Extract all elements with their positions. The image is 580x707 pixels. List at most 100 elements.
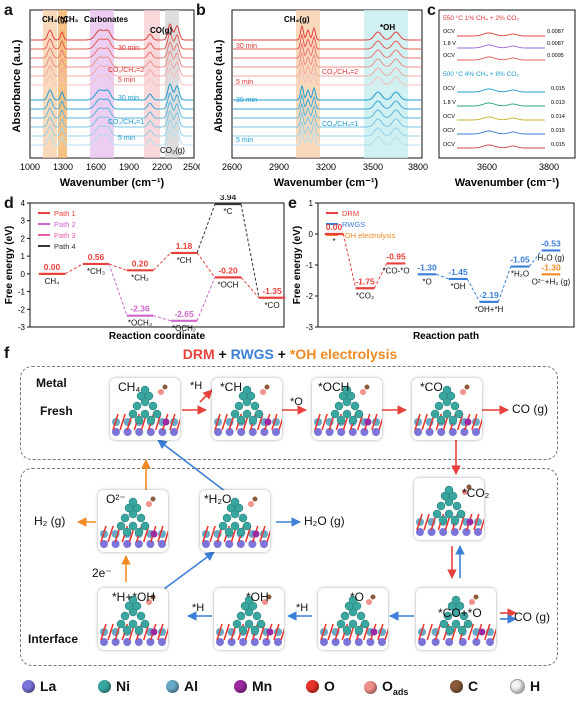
c-bot-2-right: 0.014	[551, 114, 565, 120]
a-tick-2: 1600	[86, 162, 106, 172]
c-top-0-right: 0.0087	[547, 29, 564, 35]
ni-atom-5-4	[234, 503, 244, 513]
a-label-30min-1: 30 min	[118, 45, 139, 52]
ni-atom-6-8	[438, 515, 448, 525]
support-bond-9-1	[327, 623, 334, 641]
c-atom-icon	[450, 679, 463, 693]
a-lines-trace-11	[31, 127, 193, 146]
ni-atom-2-8	[336, 415, 346, 425]
mn-atom-3	[464, 418, 472, 426]
support-bond-8-8	[273, 623, 280, 641]
ni-atom-3-6	[442, 409, 452, 419]
support-atom-1-0-3	[248, 428, 257, 436]
c-header1: 550 °C 1% CH₄ + 2% CO₂	[443, 14, 519, 22]
c-trace-1	[457, 44, 545, 49]
ni-atom-9-4	[352, 601, 362, 611]
d-species-3-0: *C	[224, 207, 233, 216]
e-legend-label-1: RWGS	[342, 220, 365, 229]
ni-atom-icon	[98, 679, 111, 693]
ni-atom-9-9	[354, 625, 364, 635]
ni-atom-1-9	[248, 415, 258, 425]
ni-atom-9-10	[348, 595, 358, 605]
support-atom-8-0-0	[216, 638, 224, 646]
d-value-0-4: -0.20	[218, 265, 238, 275]
d-connector-0-2	[109, 263, 127, 271]
ni-atom-5-7	[242, 521, 252, 531]
adsorbate-o-4	[146, 501, 152, 507]
support-bond-10-8	[484, 623, 491, 641]
ni-atom-1-10	[242, 385, 252, 395]
b-lines-trace-3	[233, 51, 421, 68]
sp-co2: *CO₂	[462, 486, 490, 500]
support-bond-10-6	[467, 623, 475, 641]
ni-atom-10-8	[445, 625, 455, 635]
carbonates-band	[90, 10, 114, 158]
d-connector-0-1	[64, 263, 84, 275]
ni-atom-8-6	[244, 619, 254, 629]
support-atom-5-0-4	[248, 540, 257, 548]
mn-atom-6	[466, 518, 474, 526]
d-path2-link-a	[108, 263, 128, 316]
c-header2: 500 °C 4% CH₄ + 8% CO₂	[443, 70, 519, 78]
support-bond-6-1	[423, 513, 430, 531]
a-lines-trace-0	[31, 22, 193, 41]
sp-o2minus: O²⁻	[106, 492, 126, 506]
card-ch4	[110, 378, 183, 440]
ni-atom-10-10	[451, 595, 461, 605]
support-bond-2-0	[314, 413, 321, 431]
support-atom-3-0-1	[425, 428, 434, 436]
panel-label-e: e	[288, 195, 297, 212]
ni-atom-8-5	[232, 619, 242, 629]
e-species-1-3: *H₂O	[511, 270, 529, 279]
ni-atom-6-6	[444, 509, 454, 519]
legend-h: H	[510, 678, 540, 694]
card-oh	[214, 588, 287, 650]
co-band	[144, 10, 160, 158]
ni-atom-0-7	[152, 409, 162, 419]
panel-e-energy-diagram: 1 0 -1 -2 -3 DRM RWGS *OH electrolysis 0.00 * -1…	[292, 199, 575, 342]
annot-oh: *OH	[380, 23, 395, 32]
d-ytick--2: -2	[18, 305, 26, 314]
sp-coo: *CO+*O	[438, 606, 482, 620]
support-bond-0-8	[169, 413, 176, 431]
adsorbate-o-6	[462, 489, 468, 495]
sp-h1: *H	[190, 380, 203, 392]
a-tick-3: 1900	[119, 162, 139, 172]
support-atom-8-0-1	[227, 638, 236, 646]
b-label-ratio1: CO₂/CH₄=1	[322, 121, 358, 128]
sp-o2: *O	[350, 590, 365, 604]
ni-atom-8-4	[248, 601, 258, 611]
ni-atom-1-5	[230, 409, 240, 419]
a-lines-trace-5	[31, 67, 193, 86]
ni-atom-10-9	[457, 625, 467, 635]
ni-atom-4-4	[132, 503, 142, 513]
support-atom-10-0-5	[486, 638, 494, 646]
panel-e-ylabel: Free energy (eV)	[292, 226, 303, 304]
card-ch	[212, 378, 285, 440]
support-atom-4-0-4	[146, 540, 155, 548]
panel-a-curves	[31, 22, 193, 146]
oads-atom-icon	[364, 680, 377, 694]
ni-atom-4-9	[134, 527, 144, 537]
support-atom-9-0-1	[331, 638, 340, 646]
support-atom-6-0-2	[439, 528, 448, 536]
e-value-0-1: -1.75	[355, 276, 375, 286]
ni-atom-2-1	[334, 401, 344, 411]
support-atom-1-0-1	[225, 428, 234, 436]
b-tick-1: 2900	[269, 162, 289, 172]
mn-atom-8	[266, 628, 274, 636]
e-connector-1-2	[466, 278, 481, 303]
ni-atom-1-6	[242, 409, 252, 419]
ni-atom-9-6	[348, 619, 358, 629]
interface-box	[20, 468, 558, 666]
b-lines-trace-11	[233, 129, 421, 146]
support-atom-0-0-0	[112, 428, 120, 436]
ni-atom-8-8	[238, 625, 248, 635]
d-connector-1-1	[153, 315, 171, 322]
d-connector-0-5	[240, 277, 260, 299]
mn-atom-9	[370, 628, 378, 636]
d-species-0-0: CH₄	[45, 277, 60, 286]
ni-atom-2-2	[350, 401, 360, 411]
legend-al: Al	[166, 678, 198, 694]
adsorbate-c-0	[162, 384, 168, 390]
